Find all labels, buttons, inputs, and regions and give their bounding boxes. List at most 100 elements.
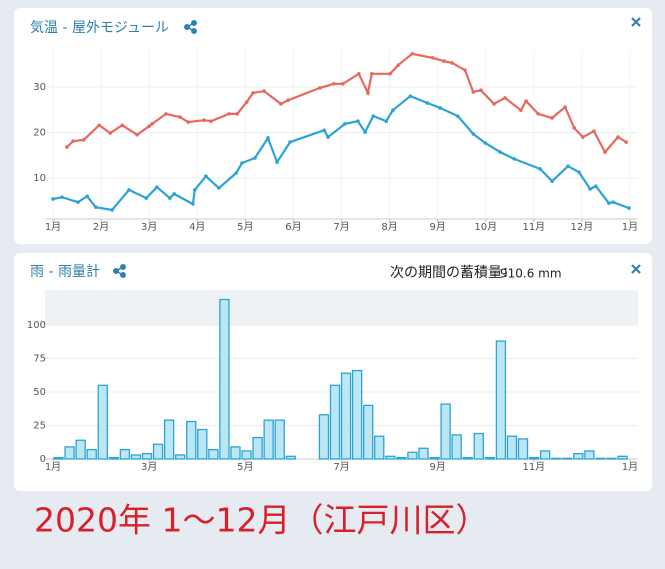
point <box>326 135 330 139</box>
point <box>524 99 528 103</box>
x-tick-label: 1月 <box>622 221 638 233</box>
x-tick-label: 4月 <box>189 221 205 233</box>
close-button[interactable] <box>631 17 641 27</box>
point <box>366 91 370 95</box>
bar <box>53 457 64 460</box>
point <box>369 72 374 76</box>
point <box>240 161 244 165</box>
point <box>371 114 376 118</box>
point <box>262 89 266 93</box>
bar <box>407 451 418 460</box>
point <box>172 192 176 196</box>
point <box>577 170 581 174</box>
x-tick-label: 7月 <box>333 461 349 473</box>
point <box>178 115 182 119</box>
x-tick-label: 7月 <box>333 221 349 233</box>
point <box>168 196 172 200</box>
y-tick-label: 30 <box>33 82 46 93</box>
bar <box>429 457 440 460</box>
bar <box>517 438 529 460</box>
x-tick-label: 6月 <box>285 221 301 233</box>
point <box>81 138 86 142</box>
bar <box>363 404 374 460</box>
x-tick-label: 2月 <box>93 221 109 233</box>
x-tick-label: 9月 <box>429 221 445 233</box>
bar <box>175 454 186 460</box>
bar <box>241 450 252 460</box>
bar <box>351 369 363 460</box>
bar <box>495 340 507 460</box>
total-label: 次の期間の蓄積量： <box>390 265 516 281</box>
point <box>388 72 392 76</box>
point <box>442 59 446 63</box>
point <box>471 90 476 94</box>
point <box>155 185 159 189</box>
point <box>431 56 435 60</box>
bar <box>573 452 584 460</box>
y-tick-label: 75 <box>33 354 46 365</box>
bar <box>374 435 385 460</box>
point <box>572 126 577 130</box>
share-icon[interactable] <box>184 20 197 34</box>
point <box>479 88 483 92</box>
point <box>438 106 442 110</box>
point <box>108 131 113 135</box>
y-tick-label: 20 <box>33 128 46 139</box>
bar <box>396 457 407 460</box>
point <box>456 114 460 118</box>
point <box>498 150 502 154</box>
point <box>244 100 249 104</box>
bar <box>528 457 540 460</box>
share-icon[interactable] <box>113 264 126 278</box>
point <box>186 120 190 124</box>
point <box>60 195 64 199</box>
point <box>279 102 283 106</box>
temperature-panel <box>14 8 652 244</box>
y-tick-label: 100 <box>27 320 46 331</box>
point <box>97 123 101 128</box>
bar <box>551 457 562 460</box>
point <box>275 160 279 164</box>
point <box>471 132 476 136</box>
bar <box>130 454 142 460</box>
point <box>592 129 596 133</box>
bar <box>318 414 330 460</box>
bar <box>462 457 473 460</box>
bar <box>440 403 451 460</box>
point <box>204 174 208 179</box>
point <box>538 167 542 171</box>
point <box>566 164 570 169</box>
point <box>227 112 231 116</box>
point <box>594 184 598 189</box>
point <box>120 123 125 128</box>
y-tick-label: 25 <box>33 421 46 432</box>
bar <box>606 457 617 460</box>
point <box>603 150 607 154</box>
x-tick-label: 5月 <box>237 221 253 233</box>
point <box>425 101 429 105</box>
bar <box>208 448 219 460</box>
point <box>463 68 467 72</box>
x-tick-label: 5月 <box>237 461 253 473</box>
bar <box>86 448 97 460</box>
bar <box>64 446 75 460</box>
y-tick-label: 0 <box>40 454 46 465</box>
point <box>550 179 554 184</box>
close-button[interactable] <box>631 264 641 274</box>
point <box>519 108 523 113</box>
point <box>512 157 516 161</box>
x-tick-label: 11月 <box>522 221 545 233</box>
point <box>627 206 631 210</box>
point <box>357 72 361 76</box>
point <box>209 119 213 123</box>
point <box>164 112 168 116</box>
bar <box>285 455 296 460</box>
point <box>51 197 55 201</box>
bar <box>108 457 120 460</box>
point <box>341 82 345 86</box>
bar <box>141 452 153 460</box>
total-value: 910.6 mm <box>500 267 562 281</box>
bar <box>263 419 274 460</box>
